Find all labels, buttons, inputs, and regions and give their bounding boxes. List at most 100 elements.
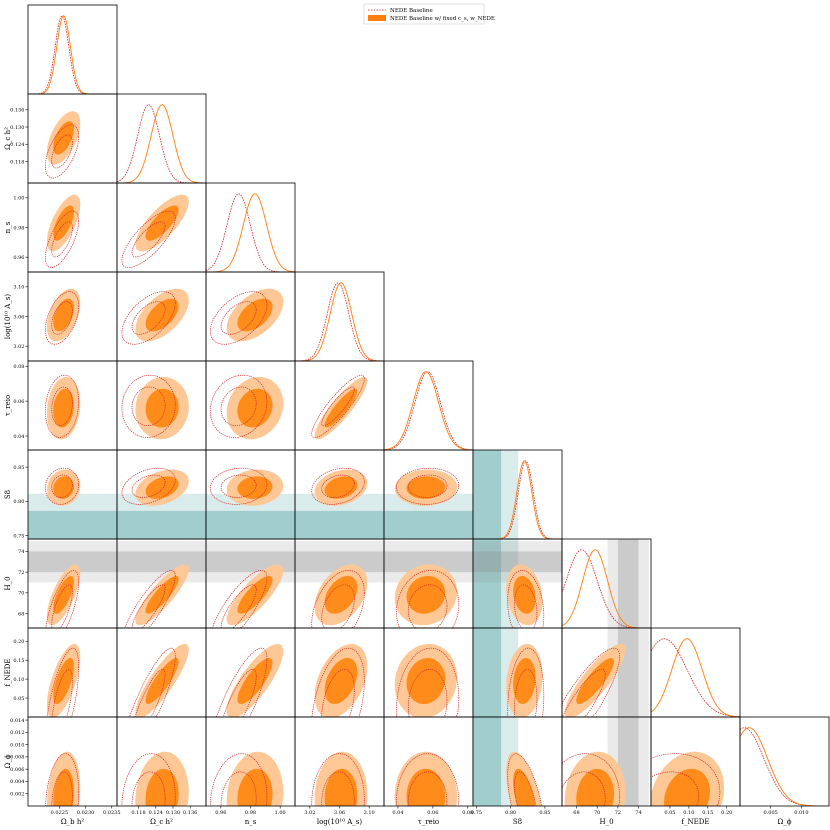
x-tick-label: 0.06: [427, 810, 438, 816]
panel-content: [121, 194, 189, 269]
contour-fixed-1sigma: [53, 576, 74, 614]
external-band: [28, 551, 117, 573]
contour-baseline-2sigma: [311, 374, 365, 438]
panel-content: [651, 638, 740, 717]
contour-fixed-1sigma: [53, 205, 74, 241]
x-tick-label: 68: [573, 810, 579, 816]
posterior-fixed-1d: [117, 104, 206, 183]
contour-fixed-1sigma: [576, 658, 614, 705]
posterior-baseline-1d: [117, 104, 206, 183]
x-axis-label: Ω_ϕ: [777, 818, 791, 826]
panel-8-6: 68 70 72 74 H_0: [561, 716, 652, 826]
panel-7-2: [205, 627, 296, 718]
contour-fixed-1sigma: [53, 768, 74, 806]
panel-6-4: [383, 538, 474, 629]
panel-3-1: [116, 271, 207, 362]
x-axis-label: Ω_b h²: [61, 818, 85, 826]
y-tick-label: 68: [18, 611, 24, 617]
y-tick-label: 0.010: [10, 742, 24, 748]
legend-fixed-label: NEDE Baseline w/ fixed c_s, w_NEDE: [390, 16, 495, 22]
posterior-fixed-1d: [384, 371, 473, 450]
contour-baseline-2sigma: [311, 467, 365, 505]
posterior-baseline-1d: [28, 15, 117, 94]
y-tick-label: 0.15: [13, 658, 24, 664]
panel-content: [45, 643, 81, 717]
y-tick-label: 0.008: [10, 755, 24, 761]
x-tick-label: 0.98: [245, 810, 256, 816]
x-tick-label: 0.005: [764, 810, 778, 816]
x-tick-label: 0.96: [215, 810, 226, 816]
legend-baseline-label: NEDE Baseline: [390, 8, 433, 14]
panel-content: [45, 751, 81, 806]
contour-baseline-1sigma: [51, 386, 73, 427]
contour-baseline-2sigma: [311, 753, 365, 806]
contour-baseline-2sigma: [121, 210, 176, 269]
contour-fixed-1sigma: [324, 388, 358, 428]
x-tick-label: 3.02: [304, 810, 315, 816]
y-tick-label: 0.014: [10, 718, 24, 724]
y-tick-label: 0.002: [10, 792, 24, 798]
contour-baseline-2sigma: [45, 210, 80, 269]
y-tick-label: 0.124: [10, 142, 24, 148]
contour-baseline-2sigma: [45, 647, 80, 717]
panel-content: [562, 628, 649, 717]
y-axis-label: log(10¹⁰ A_s): [4, 294, 12, 340]
external-band: [117, 551, 206, 573]
contour-fixed-1sigma: [406, 476, 446, 499]
x-tick-label: 0.04: [392, 810, 403, 816]
x-axis-label: log(10¹⁰ A_s): [317, 818, 363, 826]
panel-7-6: [561, 627, 652, 718]
contour-fixed-1sigma: [324, 576, 358, 614]
y-tick-label: 0.012: [10, 730, 24, 736]
external-band: [295, 510, 384, 539]
contour-baseline-2sigma: [396, 753, 460, 806]
x-tick-label: 72: [615, 810, 621, 816]
contour-baseline-2sigma: [45, 374, 80, 438]
panel-content: [473, 628, 545, 717]
contour-fixed-1sigma: [324, 658, 358, 705]
panel-content: [384, 541, 473, 628]
panel-3-3: [294, 271, 385, 362]
panel-6-0: 68 70 72 74 H_0: [4, 538, 118, 629]
contour-baseline-2sigma: [562, 647, 621, 717]
x-axis-label: Ω_c h²: [150, 818, 173, 826]
y-tick-label: 0.80: [13, 499, 24, 505]
y-tick-label: 0.06: [13, 399, 24, 405]
contour-fixed-1sigma: [145, 476, 179, 499]
posterior-baseline-1d: [473, 460, 562, 539]
panel-frame: [383, 360, 474, 451]
panel-content: [311, 751, 368, 806]
panel-8-1: 0.118 0.124 0.130 0.136 Ω_c h²: [116, 716, 207, 826]
contour-baseline-1sigma: [51, 474, 73, 498]
x-tick-label: 0.136: [183, 810, 197, 816]
panel-content: [295, 282, 384, 361]
contour-baseline-2sigma: [311, 647, 365, 717]
y-axis-label: Ω_c h²: [4, 127, 12, 150]
panel-content: [210, 643, 284, 717]
panel-content: [117, 467, 206, 539]
contour-baseline-1sigma: [220, 771, 257, 806]
y-axis-label: f_NEDE: [4, 658, 12, 686]
contour-baseline-2sigma: [396, 467, 460, 505]
y-axis-label: S8: [4, 490, 12, 499]
panel-content: [45, 288, 81, 345]
contour-fixed-1sigma: [145, 298, 179, 332]
legend-fixed-swatch: [368, 15, 386, 21]
x-tick-label: 0.118: [131, 810, 145, 816]
y-tick-label: 0.04: [13, 434, 24, 440]
contour-baseline-2sigma: [121, 753, 176, 806]
contour-baseline-1sigma: [51, 301, 73, 335]
panel-3-2: [205, 271, 296, 362]
contour-baseline-1sigma: [51, 221, 73, 258]
panel-content: [651, 751, 725, 806]
panel-content: [117, 541, 206, 628]
external-band: [117, 510, 206, 539]
legend: NEDE Baseline NEDE Baseline w/ fixed c_s…: [363, 3, 495, 25]
x-tick-label: 0.80: [505, 810, 516, 816]
panel-content: [740, 727, 829, 806]
contour-baseline-1sigma: [51, 668, 73, 717]
panel-4-3: [294, 360, 385, 451]
panel-content: [45, 194, 81, 269]
posterior-fixed-1d: [651, 638, 740, 717]
